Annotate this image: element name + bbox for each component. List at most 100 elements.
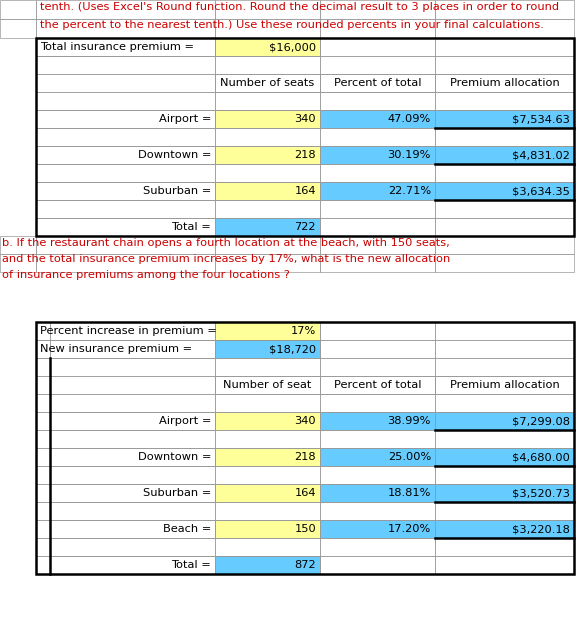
Text: Suburban =: Suburban = — [143, 186, 211, 196]
Bar — [320, 376, 435, 394]
Bar — [36, 340, 50, 358]
Bar — [215, 412, 320, 430]
Bar — [435, 56, 574, 74]
Bar — [215, 164, 320, 182]
Bar — [50, 376, 215, 394]
Bar — [215, 520, 320, 538]
Bar — [435, 412, 574, 430]
Bar — [215, 128, 320, 146]
Bar — [320, 110, 435, 128]
Bar — [50, 448, 215, 466]
Bar — [320, 146, 435, 164]
Bar — [435, 164, 574, 182]
Text: Downtown =: Downtown = — [138, 452, 211, 462]
Bar — [215, 128, 320, 146]
Bar — [215, 146, 320, 164]
Bar — [435, 110, 574, 128]
Bar — [320, 466, 435, 484]
Bar — [320, 430, 435, 448]
Bar — [435, 376, 574, 394]
Bar — [50, 484, 215, 502]
Bar — [50, 484, 215, 502]
Bar — [320, 520, 435, 538]
Bar — [215, 376, 320, 394]
Bar — [320, 200, 435, 218]
Bar — [215, 254, 320, 272]
Bar — [435, 236, 574, 254]
Bar — [435, 538, 574, 556]
Bar — [435, 182, 574, 200]
Bar — [215, 19, 320, 38]
Bar — [215, 74, 320, 92]
Bar — [50, 430, 215, 448]
Bar — [215, 520, 320, 538]
Bar — [320, 340, 435, 358]
Bar — [50, 538, 215, 556]
Bar — [36, 128, 215, 146]
Bar — [435, 0, 574, 19]
Bar — [320, 520, 435, 538]
Bar — [215, 412, 320, 430]
Text: the percent to the nearest tenth.) Use these rounded percents in your final calc: the percent to the nearest tenth.) Use t… — [40, 20, 544, 30]
Bar — [36, 340, 215, 358]
Bar — [320, 538, 435, 556]
Text: New insurance premium =: New insurance premium = — [40, 344, 192, 354]
Bar — [36, 236, 215, 254]
Text: 340: 340 — [294, 416, 316, 426]
Bar — [435, 74, 574, 92]
Text: 164: 164 — [295, 488, 316, 498]
Bar — [215, 0, 320, 19]
Bar — [36, 38, 574, 236]
Bar — [50, 466, 215, 484]
Bar — [50, 556, 215, 574]
Bar — [36, 0, 215, 19]
Bar — [215, 322, 320, 340]
Bar — [435, 376, 574, 394]
Bar — [215, 556, 320, 574]
Bar — [435, 520, 574, 538]
Bar — [36, 556, 50, 574]
Bar — [435, 448, 574, 466]
Text: 17%: 17% — [291, 326, 316, 336]
Bar — [36, 92, 215, 110]
Text: Total =: Total = — [171, 560, 211, 570]
Bar — [215, 340, 320, 358]
Bar — [435, 430, 574, 448]
Bar — [215, 394, 320, 412]
Bar — [435, 394, 574, 412]
Text: 22.71%: 22.71% — [388, 186, 431, 196]
Bar — [36, 38, 215, 56]
Bar — [215, 164, 320, 182]
Bar — [435, 218, 574, 236]
Bar — [36, 200, 215, 218]
Bar — [215, 466, 320, 484]
Bar — [320, 448, 435, 466]
Bar — [320, 19, 435, 38]
Bar — [215, 502, 320, 520]
Bar — [215, 358, 320, 376]
Bar — [215, 376, 320, 394]
Bar — [215, 254, 320, 272]
Text: b. If the restaurant chain opens a fourth location at the beach, with 150 seats,: b. If the restaurant chain opens a fourt… — [2, 238, 449, 248]
Bar — [215, 110, 320, 128]
Bar — [435, 146, 574, 164]
Text: $4,831.02: $4,831.02 — [512, 150, 570, 160]
Bar — [320, 236, 435, 254]
Bar — [435, 74, 574, 92]
Bar — [215, 484, 320, 502]
Bar — [36, 218, 215, 236]
Text: Airport =: Airport = — [159, 114, 211, 124]
Bar — [320, 164, 435, 182]
Text: Downtown =: Downtown = — [138, 150, 211, 160]
Bar — [435, 164, 574, 182]
Bar — [215, 538, 320, 556]
Bar — [215, 538, 320, 556]
Bar — [215, 74, 320, 92]
Bar — [320, 182, 435, 200]
Bar — [50, 412, 215, 430]
Bar — [36, 56, 215, 74]
Bar — [36, 38, 215, 56]
Bar — [36, 376, 50, 394]
Bar — [435, 92, 574, 110]
Bar — [435, 110, 574, 128]
